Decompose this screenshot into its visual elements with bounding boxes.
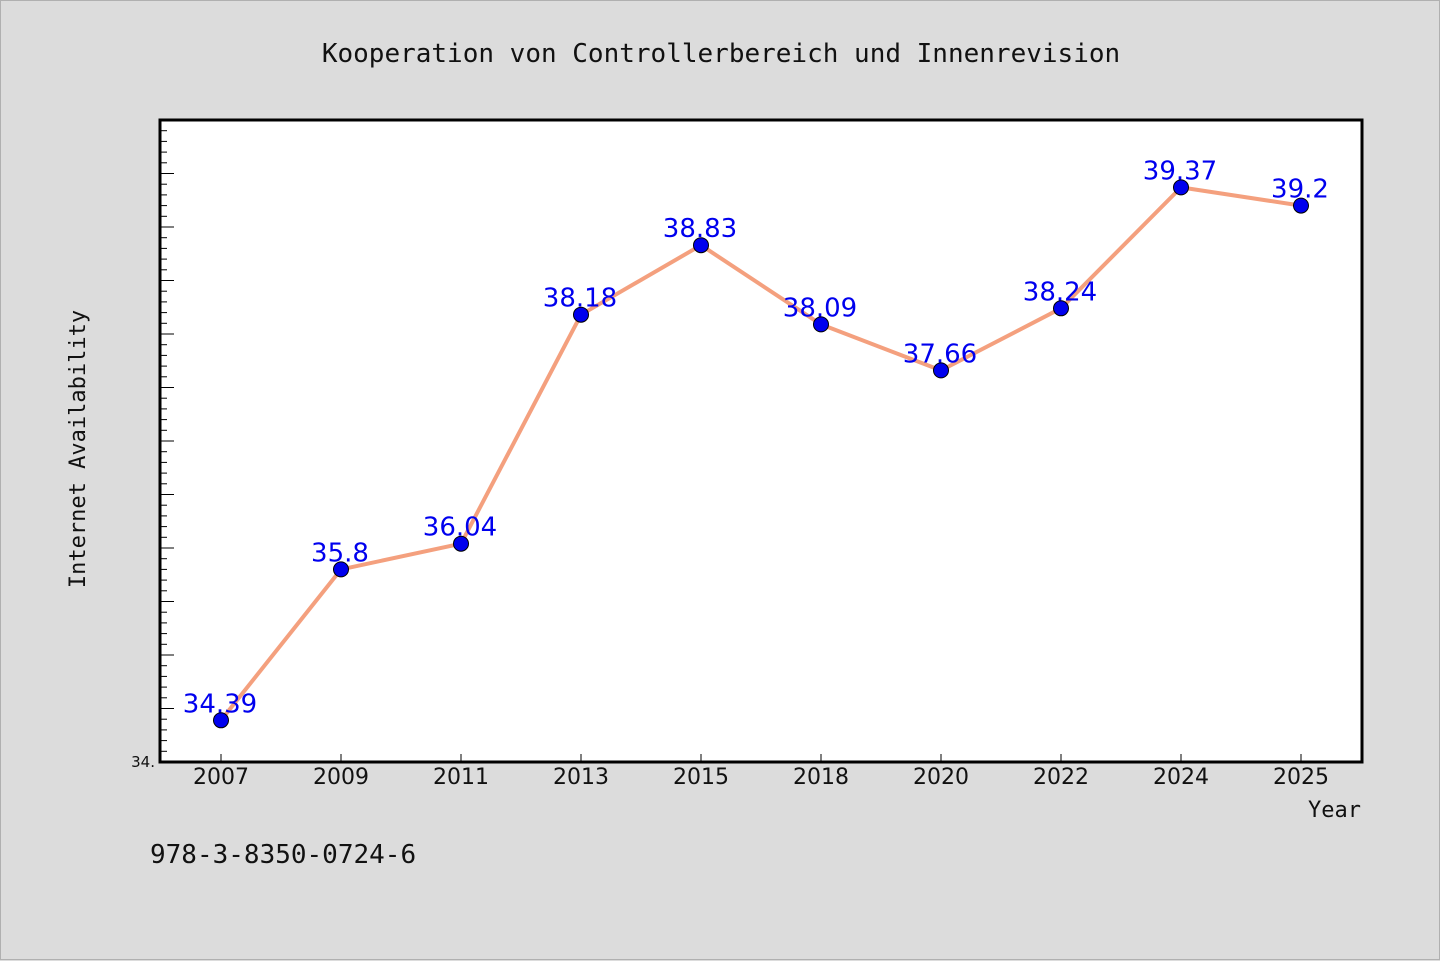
data-point <box>573 306 589 323</box>
data-point <box>1173 179 1189 196</box>
data-label: 35.8 <box>311 538 369 568</box>
data-point <box>813 316 829 333</box>
data-label: 38.24 <box>1023 277 1097 307</box>
data-label: 39.37 <box>1143 156 1217 186</box>
y-tick-label: 34. <box>131 753 155 771</box>
x-tick-label: 2018 <box>793 765 849 790</box>
plot-area <box>158 118 1364 764</box>
data-point <box>453 535 469 552</box>
data-label: 39.2 <box>1271 175 1329 205</box>
data-point <box>213 712 229 729</box>
y-axis-ticks <box>160 119 174 763</box>
data-point <box>1053 300 1069 317</box>
x-axis-label: Year <box>1308 798 1361 823</box>
series-line <box>219 185 1303 723</box>
x-tick-label: 2022 <box>1033 765 1089 790</box>
data-point <box>1293 197 1309 214</box>
x-tick-label: 2013 <box>553 765 609 790</box>
data-label: 37.66 <box>903 339 977 369</box>
data-label: 38.18 <box>543 284 617 314</box>
x-tick-label: 2024 <box>1153 765 1209 790</box>
x-tick-label: 2025 <box>1273 765 1329 790</box>
data-point <box>693 237 709 254</box>
x-tick-label: 2011 <box>433 765 489 790</box>
series-markers <box>213 179 1309 729</box>
x-tick-label: 2020 <box>913 765 969 790</box>
x-tick-label: 2009 <box>313 765 369 790</box>
data-labels: 34.39 35.8 36.04 38.18 38.83 38.09 37.66 38.24 3… <box>183 156 1329 719</box>
data-point <box>333 561 349 578</box>
x-tick-label: 2007 <box>193 765 249 790</box>
data-label: 38.09 <box>783 293 857 323</box>
data-label: 38.83 <box>663 214 737 244</box>
isbn-footnote: 978-3-8350-0724-6 <box>150 840 416 870</box>
data-label: 36.04 <box>423 513 497 543</box>
y-axis-label: Internet Availability <box>66 310 91 588</box>
data-point <box>933 362 949 379</box>
x-tick-label: 2015 <box>673 765 729 790</box>
chart-title: Kooperation von Controllerbereich und In… <box>322 39 1120 69</box>
data-label: 34.39 <box>183 689 257 719</box>
series-line-group <box>219 185 1303 723</box>
x-axis-ticks: 2007 2009 2011 2013 2015 2018 2020 2022 2024 2025 <box>193 754 1329 790</box>
